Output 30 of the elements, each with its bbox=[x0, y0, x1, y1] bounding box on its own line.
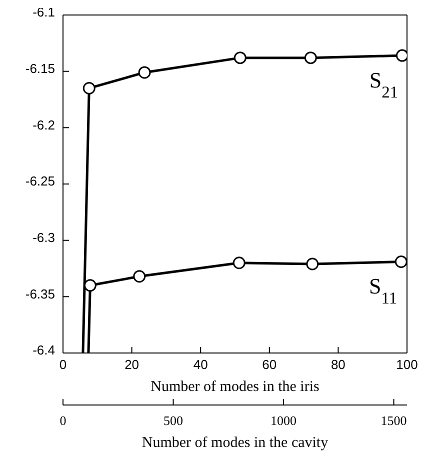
point bbox=[84, 279, 96, 292]
x-tick-label: 0 bbox=[59, 357, 67, 372]
x-tick-label: 40 bbox=[193, 357, 208, 372]
x-tick-label: 80 bbox=[330, 357, 346, 372]
point bbox=[133, 270, 146, 283]
point bbox=[304, 52, 317, 64]
point bbox=[232, 256, 246, 270]
y-tick-label: -6.2 bbox=[32, 117, 55, 132]
point bbox=[234, 52, 246, 64]
x2-axis-title: Number of modes in the cavity bbox=[142, 435, 329, 451]
annotation: S$_{11}$ bbox=[369, 274, 398, 308]
y-tick-label: -6.3 bbox=[32, 230, 55, 245]
point bbox=[394, 255, 407, 268]
point bbox=[306, 258, 319, 270]
x-tick-label: 100 bbox=[396, 357, 418, 372]
x2-tick-label: 1000 bbox=[270, 413, 297, 428]
x-axis-title: Number of modes in the iris bbox=[150, 379, 320, 395]
y-tick-label: -6.25 bbox=[25, 174, 55, 189]
x2-tick-label: 1500 bbox=[380, 413, 407, 428]
x-tick-label: 20 bbox=[124, 357, 140, 372]
x2-tick-label: 500 bbox=[164, 413, 184, 428]
annotation: S$_{21}$ bbox=[369, 68, 398, 102]
point bbox=[82, 82, 96, 94]
x2-tick-label: 0 bbox=[60, 413, 66, 428]
point bbox=[396, 49, 407, 62]
y-tick-label: -6.15 bbox=[25, 60, 55, 76]
point bbox=[138, 66, 151, 79]
x-tick-label: 60 bbox=[262, 357, 277, 372]
y-tick-label: -6.4 bbox=[32, 342, 55, 358]
y-tick-label: -6.35 bbox=[25, 286, 55, 302]
